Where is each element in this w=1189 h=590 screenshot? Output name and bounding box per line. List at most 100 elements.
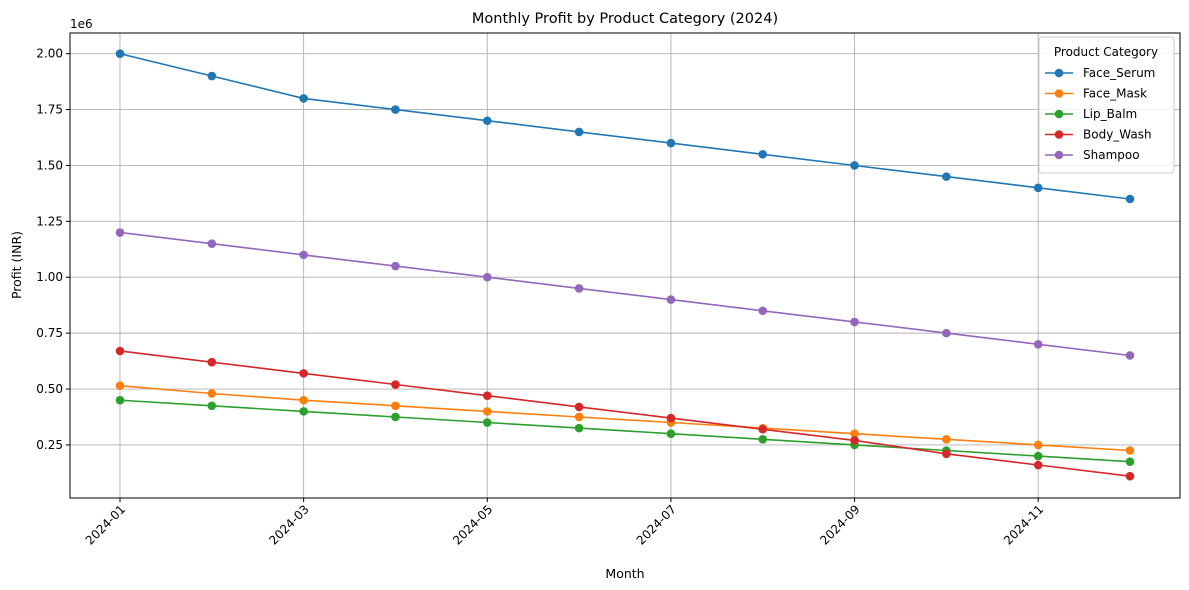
data-point bbox=[115, 395, 125, 405]
x-tick-label: 2024-01 bbox=[83, 502, 128, 547]
data-point bbox=[115, 49, 125, 58]
data-point bbox=[207, 71, 217, 81]
legend-item: Shampoo bbox=[1045, 148, 1140, 162]
data-point bbox=[1125, 351, 1135, 360]
y-axis-label: Profit (INR) bbox=[9, 231, 24, 299]
x-axis-label: Month bbox=[605, 566, 644, 581]
data-point bbox=[942, 328, 951, 338]
legend-item: Lip_Balm bbox=[1045, 107, 1137, 121]
legend-swatch-marker bbox=[1054, 130, 1064, 139]
data-point bbox=[666, 295, 676, 304]
data-point bbox=[1125, 457, 1135, 466]
data-point bbox=[850, 161, 859, 170]
y-axis-ticks: 0.25 0.50 0.75 1.00 1.25 1.50 1.75 2.00 bbox=[36, 47, 70, 452]
data-point bbox=[115, 346, 125, 356]
y-tick-label: 1.50 bbox=[36, 158, 63, 172]
data-point bbox=[666, 413, 676, 423]
legend-label: Lip_Balm bbox=[1083, 107, 1137, 121]
data-point bbox=[299, 94, 308, 103]
data-point bbox=[942, 435, 951, 444]
data-point bbox=[574, 127, 584, 137]
series-face-serum bbox=[115, 49, 1135, 204]
y-offset-label: 1e6 bbox=[70, 17, 93, 31]
data-point bbox=[850, 317, 859, 327]
data-point bbox=[207, 239, 217, 249]
data-point bbox=[115, 381, 125, 390]
y-tick-label: 2.00 bbox=[36, 47, 63, 61]
data-point bbox=[666, 429, 676, 439]
series-layer bbox=[115, 49, 1135, 481]
data-point bbox=[299, 250, 308, 260]
data-point bbox=[574, 284, 584, 293]
series-line bbox=[119, 231, 1131, 357]
data-point bbox=[758, 424, 768, 434]
data-point bbox=[1125, 471, 1135, 481]
data-point bbox=[482, 272, 492, 282]
legend-label: Face_Mask bbox=[1083, 87, 1147, 101]
data-point bbox=[391, 261, 400, 271]
legend-swatch-marker bbox=[1054, 68, 1064, 78]
series-shampoo bbox=[115, 228, 1135, 360]
data-point bbox=[1125, 446, 1135, 455]
legend: Product Category Face_Serum Face_Mask Lip_… bbox=[1038, 36, 1175, 174]
legend-items: Face_Serum Face_Mask Lip_Balm Body_Wash Sham… bbox=[1045, 66, 1155, 162]
grid bbox=[70, 33, 1180, 498]
x-tick-label: 2024-09 bbox=[817, 502, 862, 547]
y-tick-label: 1.25 bbox=[36, 214, 63, 228]
data-point bbox=[299, 395, 308, 405]
legend-label: Body_Wash bbox=[1083, 128, 1152, 142]
data-point bbox=[758, 306, 768, 316]
series-line bbox=[119, 384, 1131, 452]
data-point bbox=[942, 172, 951, 181]
data-point bbox=[391, 412, 400, 422]
data-point bbox=[942, 449, 951, 459]
data-point bbox=[1033, 460, 1043, 470]
data-point bbox=[391, 380, 400, 389]
legend-swatch-marker bbox=[1054, 150, 1064, 160]
series-face-mask bbox=[115, 381, 1135, 455]
legend-item: Body_Wash bbox=[1045, 128, 1152, 142]
data-point bbox=[482, 407, 492, 416]
data-point bbox=[115, 228, 125, 237]
data-point bbox=[758, 149, 768, 159]
y-tick-label: 0.75 bbox=[36, 326, 63, 340]
data-point bbox=[574, 412, 584, 422]
legend-label: Shampoo bbox=[1083, 148, 1140, 162]
y-tick-label: 1.75 bbox=[36, 103, 63, 117]
series-line bbox=[119, 52, 1131, 200]
series-lip-balm bbox=[115, 395, 1135, 466]
legend-swatch-marker bbox=[1054, 109, 1064, 119]
x-tick-label: 2024-05 bbox=[450, 502, 495, 547]
data-point bbox=[207, 401, 217, 411]
legend-item: Face_Mask bbox=[1045, 87, 1147, 101]
data-point bbox=[299, 369, 308, 378]
legend-title: Product Category bbox=[1054, 45, 1158, 59]
data-point bbox=[1125, 194, 1135, 204]
data-point bbox=[666, 138, 676, 148]
x-tick-label: 2024-07 bbox=[634, 502, 679, 547]
data-point bbox=[1033, 440, 1043, 450]
y-tick-label: 1.00 bbox=[36, 270, 63, 284]
data-point bbox=[299, 407, 308, 416]
data-point bbox=[482, 116, 492, 126]
data-point bbox=[574, 423, 584, 433]
data-point bbox=[482, 391, 492, 401]
series-body-wash bbox=[115, 346, 1135, 481]
data-point bbox=[207, 389, 217, 398]
x-tick-label: 2024-11 bbox=[1001, 502, 1046, 547]
chart-title: Monthly Profit by Product Category (2024… bbox=[472, 11, 778, 27]
data-point bbox=[850, 429, 859, 439]
plot-frame bbox=[69, 32, 1181, 499]
data-point bbox=[1033, 183, 1043, 193]
series-line bbox=[119, 399, 1131, 463]
data-point bbox=[1033, 340, 1043, 349]
data-point bbox=[391, 105, 400, 114]
x-tick-label: 2024-03 bbox=[266, 502, 311, 547]
data-point bbox=[850, 436, 859, 445]
series-line bbox=[119, 350, 1131, 477]
y-tick-label: 0.25 bbox=[36, 438, 63, 452]
data-point bbox=[391, 401, 400, 411]
legend-swatch-marker bbox=[1054, 89, 1064, 98]
data-point bbox=[758, 435, 768, 444]
